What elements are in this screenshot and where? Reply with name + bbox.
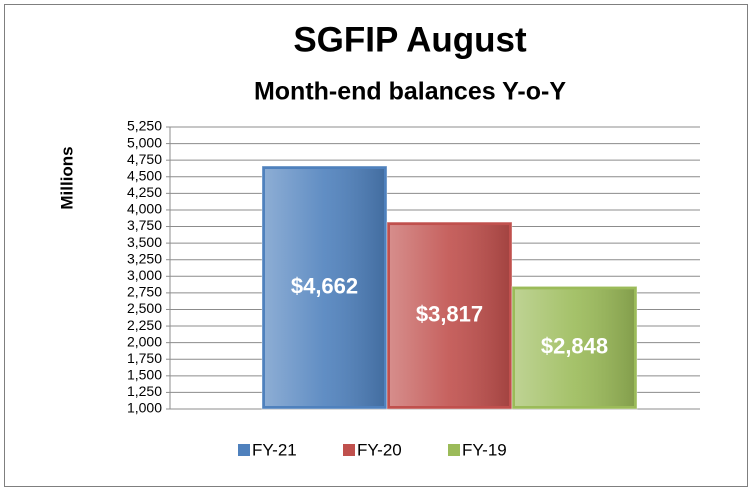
y-tick-label: 3,750 bbox=[127, 217, 162, 233]
legend-label: FY-19 bbox=[462, 440, 507, 459]
y-tick-label: 2,500 bbox=[127, 300, 162, 316]
y-tick-label: 4,000 bbox=[127, 201, 162, 217]
y-tick-label: 1,250 bbox=[127, 383, 162, 399]
y-tick-label: 4,500 bbox=[127, 167, 162, 183]
y-tick-label: 3,250 bbox=[127, 250, 162, 266]
legend-swatch bbox=[448, 444, 460, 456]
chart-subtitle: Month-end balances Y-o-Y bbox=[254, 78, 566, 106]
legend-label: FY-20 bbox=[357, 440, 402, 459]
y-tick-label: 3,500 bbox=[127, 234, 162, 250]
y-tick-label: 4,750 bbox=[127, 151, 162, 167]
y-tick-label: 4,250 bbox=[127, 184, 162, 200]
data-label: $4,662 bbox=[291, 273, 358, 298]
y-axis-label: Millions bbox=[57, 146, 76, 209]
y-tick-label: 1,750 bbox=[127, 350, 162, 366]
legend-swatch bbox=[238, 444, 250, 456]
legend-label: FY-21 bbox=[252, 440, 297, 459]
bar-shine bbox=[265, 169, 384, 406]
y-tick-label: 1,000 bbox=[127, 400, 162, 416]
y-tick-label: 1,500 bbox=[127, 367, 162, 383]
y-tick-label: 5,000 bbox=[127, 134, 162, 150]
y-tick-label: 5,250 bbox=[127, 118, 162, 134]
legend-swatch bbox=[343, 444, 355, 456]
bar-shine bbox=[515, 289, 634, 406]
data-label: $2,848 bbox=[541, 334, 608, 359]
y-tick-label: 2,000 bbox=[127, 333, 162, 349]
data-label: $3,817 bbox=[416, 301, 483, 326]
bar-shine bbox=[390, 225, 509, 406]
y-tick-label: 2,250 bbox=[127, 317, 162, 333]
y-tick-label: 3,000 bbox=[127, 267, 162, 283]
y-tick-label: 2,750 bbox=[127, 284, 162, 300]
chart-title: SGFIP August bbox=[293, 20, 527, 59]
